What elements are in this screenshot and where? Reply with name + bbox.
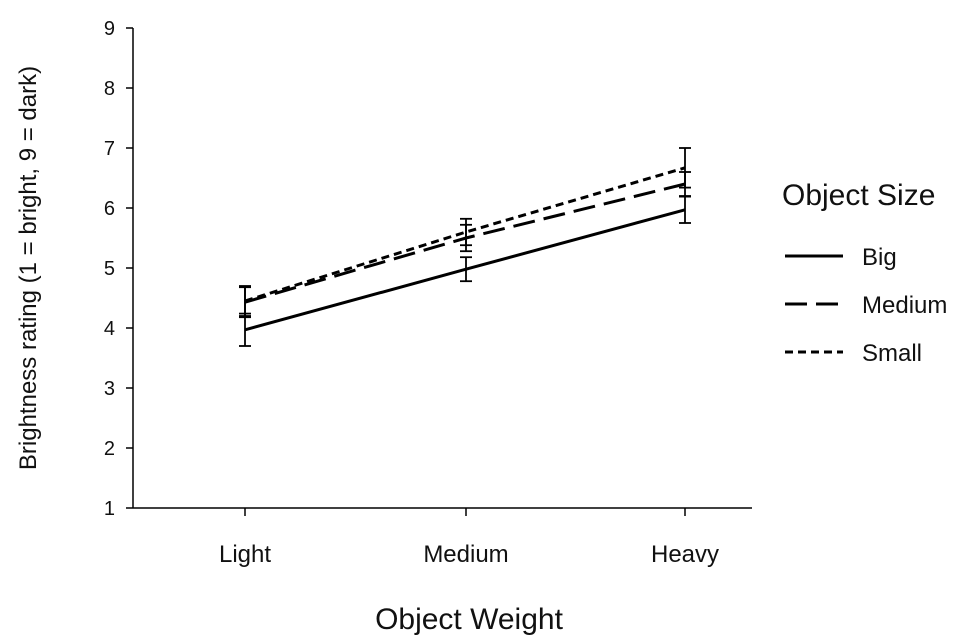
series-line-small bbox=[244, 166, 686, 303]
y-tick-label: 3 bbox=[104, 378, 115, 400]
y-tick-label: 2 bbox=[104, 438, 115, 460]
legend: Object Size Big Medium Small bbox=[782, 179, 947, 367]
y-tick-label: 6 bbox=[104, 198, 115, 220]
y-ticks: 1 2 3 4 5 6 7 8 9 bbox=[104, 18, 133, 520]
axes bbox=[132, 28, 752, 509]
legend-label-small: Small bbox=[862, 340, 922, 367]
error-bars bbox=[239, 147, 691, 347]
y-tick-label: 9 bbox=[104, 18, 115, 40]
legend-label-big: Big bbox=[862, 244, 897, 271]
series-line-big bbox=[244, 208, 686, 332]
y-axis-title: Brightness rating (1 = bright, 9 = dark) bbox=[15, 66, 42, 470]
series-lines bbox=[244, 166, 686, 332]
y-tick-label: 8 bbox=[104, 78, 115, 100]
x-tick-label: Light bbox=[219, 541, 271, 568]
y-tick-label: 5 bbox=[104, 258, 115, 280]
x-tick-label: Medium bbox=[423, 541, 508, 568]
y-tick-label: 1 bbox=[104, 498, 115, 520]
x-tick-label: Heavy bbox=[651, 541, 719, 568]
legend-title: Object Size bbox=[782, 179, 935, 212]
x-axis-title: Object Weight bbox=[375, 603, 564, 636]
x-ticks: Light Medium Heavy bbox=[219, 508, 719, 568]
y-tick-label: 4 bbox=[104, 318, 115, 340]
legend-label-medium: Medium bbox=[862, 292, 947, 319]
y-tick-label: 7 bbox=[104, 138, 115, 160]
series-line-medium bbox=[244, 182, 686, 304]
